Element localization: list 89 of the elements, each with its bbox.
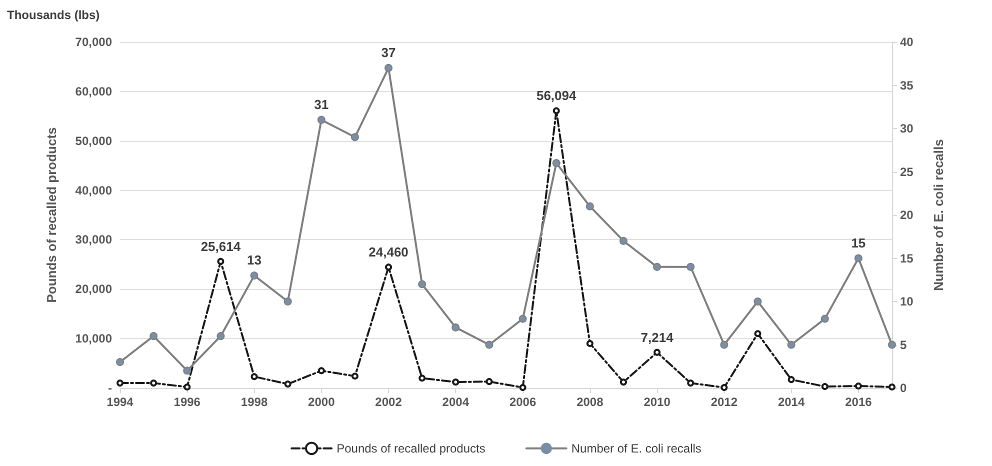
- y2-tick-label: 10: [900, 294, 914, 308]
- point: [788, 376, 795, 384]
- y-tick-label: 40,000: [75, 183, 112, 198]
- point: [720, 384, 728, 392]
- x-tick-label: 2014: [778, 395, 805, 409]
- point: [250, 373, 258, 380]
- y2-tick-label: 15: [900, 251, 914, 266]
- point: [720, 340, 728, 349]
- x-tick-label: 1998: [240, 395, 268, 409]
- point: [654, 348, 661, 356]
- point: [754, 330, 762, 338]
- point: [184, 384, 191, 391]
- y-tick-label: -: [108, 381, 112, 395]
- x-tick-label: 2008: [576, 395, 604, 409]
- point: [351, 372, 358, 380]
- point: [216, 332, 225, 340]
- point: [217, 258, 224, 265]
- point: [754, 298, 762, 306]
- x-tick-label: 2012: [710, 395, 738, 409]
- point: [787, 340, 796, 349]
- x-tick-label: 2010: [644, 395, 671, 409]
- point: [318, 367, 325, 374]
- y-tick-label: 30,000: [75, 232, 112, 247]
- y2-tick-label: 20: [900, 208, 914, 222]
- y2-tick-label: 25: [900, 164, 914, 179]
- point: [854, 254, 862, 262]
- x-tick-label: 2016: [845, 395, 872, 409]
- y2-tick-label: 5: [900, 338, 907, 352]
- data-label: 56,094: [536, 88, 577, 104]
- point: [150, 332, 158, 340]
- point: [686, 262, 695, 271]
- point: [821, 383, 828, 390]
- text: Thousands (lbs): [7, 8, 100, 22]
- point: [183, 366, 192, 375]
- point: [384, 64, 393, 72]
- data-label: 24,460: [368, 244, 408, 260]
- point: [418, 374, 426, 382]
- point: [586, 340, 594, 348]
- y-tick-label: 60,000: [75, 84, 112, 98]
- y-tick-label: 70,000: [75, 35, 112, 49]
- point: [820, 314, 829, 323]
- point: [854, 382, 862, 390]
- legend-label: Number of E. coli recalls: [571, 441, 702, 456]
- x-tick-label: 2004: [442, 395, 470, 409]
- point: [619, 236, 628, 245]
- point: [284, 298, 292, 306]
- y-axis-title: Pounds of recalled products: [44, 127, 59, 303]
- data-label: 37: [381, 44, 396, 60]
- point: [620, 378, 627, 386]
- x-tick-label: 1996: [174, 395, 201, 409]
- point: [284, 380, 292, 388]
- y-tick-label: 50,000: [75, 134, 112, 148]
- x-tick-label: 1994: [106, 395, 134, 409]
- point: [250, 272, 258, 280]
- y2-tick-label: 35: [900, 78, 914, 92]
- point: [452, 378, 460, 386]
- x-tick-label: 2000: [308, 395, 336, 409]
- y2-tick-label: 40: [900, 35, 914, 49]
- data-label: 13: [247, 252, 262, 268]
- point: [518, 314, 527, 323]
- data-label: 31: [314, 96, 329, 112]
- y-tick-label: 20,000: [75, 282, 112, 296]
- point: [116, 380, 124, 387]
- point: [485, 340, 494, 349]
- point: [519, 384, 526, 392]
- point: [486, 378, 493, 386]
- legend-label: Pounds of recalled products: [336, 441, 486, 456]
- data-label: 15: [851, 235, 866, 250]
- x-tick-label: 2006: [509, 395, 536, 409]
- y2-axis-title: Number of E. coli recalls: [931, 139, 946, 291]
- point: [552, 107, 560, 114]
- point: [317, 116, 326, 124]
- x-tick-label: 2002: [375, 395, 402, 409]
- point: [418, 280, 426, 288]
- point: [116, 358, 124, 366]
- y2-tick-label: 0: [900, 381, 907, 395]
- point: [150, 380, 158, 387]
- point: [687, 380, 694, 387]
- data-label: 25,614: [200, 238, 242, 254]
- y-tick-label: 10,000: [75, 332, 112, 346]
- point: [452, 323, 460, 332]
- point: [385, 264, 392, 271]
- data-label: 7,214: [640, 330, 674, 345]
- point: [552, 159, 560, 168]
- y2-tick-label: 30: [900, 122, 914, 136]
- point: [350, 133, 359, 142]
- point: [653, 262, 662, 271]
- point: [888, 340, 896, 349]
- point: [586, 202, 594, 210]
